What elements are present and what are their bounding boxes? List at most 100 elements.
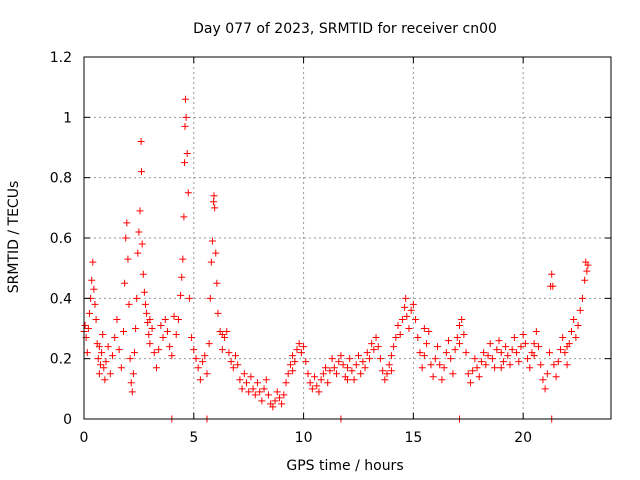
data-point: [495, 337, 503, 345]
x-axis-label: GPS time / hours: [286, 458, 403, 474]
data-point: [159, 334, 167, 342]
data-point: [460, 331, 468, 339]
x-tick-label: 10: [295, 430, 313, 446]
data-point: [117, 364, 125, 372]
data-point: [385, 361, 393, 369]
data-point: [365, 355, 373, 363]
y-tick-label: 1.2: [50, 50, 72, 66]
data-point: [477, 358, 485, 366]
data-point: [455, 340, 463, 348]
data-point: [440, 364, 448, 372]
data-point: [260, 385, 268, 393]
data-point: [497, 364, 505, 372]
data-point: [194, 364, 202, 372]
data-point: [515, 358, 523, 366]
data-point: [550, 361, 558, 369]
data-point: [150, 349, 158, 357]
data-point: [229, 364, 237, 372]
data-point: [363, 349, 371, 357]
data-point: [506, 361, 514, 369]
data-point: [185, 294, 193, 302]
data-point: [466, 379, 474, 387]
data-point: [409, 300, 417, 308]
data-point: [178, 273, 186, 281]
y-axis-label: SRMTID / TECUs: [6, 181, 22, 294]
data-point: [578, 294, 586, 302]
data-point: [101, 376, 109, 384]
y-tick-label: 0: [63, 412, 72, 428]
x-tick-label: 0: [80, 430, 89, 446]
data-point: [552, 373, 560, 381]
data-point: [482, 361, 490, 369]
data-point: [104, 343, 112, 351]
data-point: [416, 349, 424, 357]
data-point: [554, 358, 562, 366]
data-point: [196, 376, 204, 384]
data-point: [398, 315, 406, 323]
data-point: [177, 291, 185, 299]
data-point: [322, 364, 330, 372]
data-point: [127, 379, 135, 387]
data-point: [361, 364, 369, 372]
data-point: [234, 361, 242, 369]
data-point: [567, 328, 575, 336]
data-point: [262, 376, 270, 384]
data-point: [84, 325, 92, 332]
axis-ticks: 0 5 10 15 20 0 0.2 0.4 0.6 0.8 1 1.2: [50, 50, 611, 446]
data-point: [188, 334, 196, 342]
data-point: [390, 343, 398, 351]
data-point: [308, 385, 316, 393]
data-point: [508, 346, 516, 354]
data-point: [121, 279, 129, 287]
data-point: [372, 334, 380, 342]
data-point: [242, 379, 250, 387]
data-point: [218, 346, 226, 354]
data-point: [146, 315, 154, 323]
data-point: [206, 294, 214, 302]
data-point: [381, 376, 389, 384]
data-point: [289, 367, 297, 375]
data-point: [122, 234, 130, 242]
data-point: [232, 352, 240, 360]
data-point: [392, 334, 400, 342]
data-point: [449, 370, 457, 378]
data-point: [350, 376, 358, 384]
data-point: [269, 403, 277, 411]
x-tick-label: 5: [189, 430, 198, 446]
data-point: [284, 370, 292, 378]
chart-title: Day 077 of 2023, SRMTID for receiver cn0…: [193, 21, 497, 37]
data-point: [302, 358, 310, 366]
data-point: [205, 340, 213, 348]
data-point: [535, 343, 543, 351]
data-point: [225, 349, 233, 357]
data-point: [434, 343, 442, 351]
data-point: [240, 370, 248, 378]
data-point: [583, 267, 591, 275]
data-point: [423, 340, 431, 348]
data-point: [174, 315, 182, 323]
data-point: [207, 258, 215, 266]
data-point: [201, 352, 209, 360]
data-point: [521, 340, 529, 348]
y-tick-label: 0.2: [50, 352, 72, 368]
data-point: [138, 168, 146, 176]
data-point: [335, 358, 343, 366]
data-point: [488, 355, 496, 363]
data-point: [510, 334, 518, 342]
data-point: [370, 346, 378, 354]
data-point: [517, 343, 525, 351]
data-point: [537, 361, 545, 369]
data-point: [581, 276, 589, 284]
data-point: [549, 282, 557, 290]
data-point: [208, 237, 216, 245]
data-point: [275, 394, 283, 402]
data-point: [152, 364, 160, 372]
data-point: [90, 285, 98, 293]
data-point: [584, 261, 592, 269]
data-point: [291, 358, 299, 366]
data-point: [247, 373, 255, 381]
data-point: [394, 321, 402, 329]
data-point: [157, 321, 165, 329]
data-point: [502, 343, 510, 351]
data-point: [143, 309, 151, 317]
